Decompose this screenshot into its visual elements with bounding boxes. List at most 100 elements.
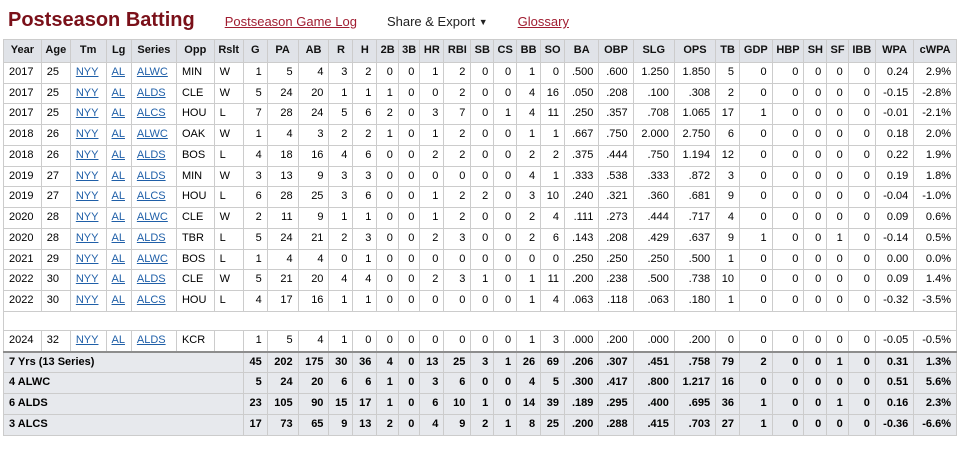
cell-rbi: 0	[443, 329, 472, 353]
cell-sb: 0	[470, 124, 495, 146]
league-link[interactable]: AL	[111, 148, 125, 161]
share-export-menu[interactable]: Share & Export ▼	[387, 14, 488, 29]
totals-cell-r: 30	[328, 350, 354, 374]
series-link[interactable]: ALCS	[136, 294, 166, 306]
team-link[interactable]: NYY	[75, 190, 99, 203]
league-link[interactable]: AL	[111, 86, 125, 99]
team-link[interactable]: NYY	[75, 148, 99, 161]
series-link[interactable]: ALWC	[136, 211, 168, 223]
cell-tm: NYY	[69, 248, 107, 271]
column-header-ba[interactable]: BA	[564, 39, 600, 63]
cell-rbi: 3	[443, 227, 472, 250]
column-header-ibb[interactable]: IBB	[847, 39, 876, 63]
cell-obp: .208	[598, 227, 634, 250]
series-link[interactable]: ALCS	[136, 190, 166, 203]
series-link[interactable]: ALWC	[136, 252, 168, 265]
column-header-slg[interactable]: SLG	[632, 39, 675, 63]
column-header-3b[interactable]: 3B	[397, 39, 421, 63]
column-header-wpa[interactable]: WPA	[874, 39, 915, 63]
column-header-series[interactable]: Series	[130, 39, 177, 63]
column-header-rbi[interactable]: RBI	[443, 39, 472, 63]
cell-2b: 0	[376, 144, 399, 167]
cell-pa: 4	[266, 124, 299, 146]
totals-cell-ab: 20	[297, 372, 330, 394]
column-header-hr[interactable]: HR	[419, 39, 445, 63]
league-link[interactable]: AL	[111, 107, 125, 120]
totals-cell-gdp: 2	[739, 350, 773, 374]
cell-3b: 0	[397, 207, 421, 229]
column-header-rslt[interactable]: Rslt	[213, 39, 244, 63]
column-header-g[interactable]: G	[242, 39, 268, 63]
series-link[interactable]: ALWC	[136, 128, 168, 140]
team-link[interactable]: NYY	[75, 128, 99, 140]
column-header-age[interactable]: Age	[40, 39, 71, 63]
column-header-hbp[interactable]: HBP	[771, 39, 805, 63]
column-header-sb[interactable]: SB	[470, 39, 495, 63]
cell-g: 5	[242, 269, 268, 291]
cell-sf: 0	[826, 186, 849, 208]
series-link[interactable]: ALDS	[136, 86, 166, 99]
glossary-link[interactable]: Glossary	[517, 14, 569, 29]
cell-rbi: 2	[443, 186, 472, 208]
league-link[interactable]: AL	[111, 211, 125, 223]
column-header-ab[interactable]: AB	[297, 39, 330, 63]
cell-cwpa: 0.5%	[913, 227, 957, 250]
team-link[interactable]: NYY	[75, 65, 99, 78]
column-header-obp[interactable]: OBP	[598, 39, 634, 63]
column-header-year[interactable]: Year	[3, 39, 42, 63]
league-link[interactable]: AL	[111, 190, 125, 203]
league-link[interactable]: AL	[111, 273, 125, 286]
postseason-game-log-link[interactable]: Postseason Game Log	[224, 14, 357, 29]
series-link[interactable]: ALWC	[136, 65, 168, 78]
series-link[interactable]: ALDS	[136, 231, 166, 244]
column-header-sf[interactable]: SF	[826, 39, 849, 63]
league-link[interactable]: AL	[111, 333, 125, 346]
league-link[interactable]: AL	[111, 128, 125, 140]
column-header-h[interactable]: H	[352, 39, 378, 63]
column-header-cs[interactable]: CS	[493, 39, 518, 63]
column-header-tb[interactable]: TB	[715, 39, 741, 63]
league-link[interactable]: AL	[111, 65, 125, 78]
cell-pa: 11	[266, 207, 299, 229]
team-link[interactable]: NYY	[75, 294, 99, 306]
team-link[interactable]: NYY	[75, 86, 99, 99]
team-link[interactable]: NYY	[75, 252, 99, 265]
column-header-opp[interactable]: Opp	[175, 39, 215, 63]
cell-ba: .111	[564, 207, 600, 229]
league-link[interactable]: AL	[111, 169, 125, 182]
cell-age: 25	[40, 103, 71, 125]
column-header-pa[interactable]: PA	[266, 39, 299, 63]
team-link[interactable]: NYY	[75, 211, 99, 223]
cell-wpa: -0.32	[874, 290, 915, 312]
league-link[interactable]: AL	[111, 231, 125, 244]
team-link[interactable]: NYY	[75, 169, 99, 182]
cell-hr: 0	[419, 82, 445, 105]
cell-cs: 0	[493, 329, 518, 353]
column-header-so[interactable]: SO	[540, 39, 566, 63]
column-header-2b[interactable]: 2B	[376, 39, 399, 63]
league-link[interactable]: AL	[111, 252, 125, 265]
column-header-r[interactable]: R	[328, 39, 354, 63]
column-header-ops[interactable]: OPS	[673, 39, 717, 63]
series-link[interactable]: ALDS	[136, 148, 166, 161]
cell-year: 2020	[3, 207, 42, 229]
series-link[interactable]: ALCS	[136, 107, 166, 120]
series-link[interactable]: ALDS	[136, 273, 166, 286]
cell-hbp: 0	[771, 269, 805, 291]
league-link[interactable]: AL	[111, 294, 125, 306]
column-header-bb[interactable]: BB	[516, 39, 542, 63]
team-link[interactable]: NYY	[75, 333, 99, 346]
series-link[interactable]: ALDS	[136, 333, 166, 346]
cell-year: 2018	[3, 124, 42, 146]
column-header-sh[interactable]: SH	[803, 39, 828, 63]
series-link[interactable]: ALDS	[136, 169, 166, 182]
column-header-cwpa[interactable]: cWPA	[913, 39, 957, 63]
column-header-tm[interactable]: Tm	[69, 39, 107, 63]
team-link[interactable]: NYY	[75, 107, 99, 120]
column-header-gdp[interactable]: GDP	[739, 39, 773, 63]
cell-g: 2	[242, 207, 268, 229]
team-link[interactable]: NYY	[75, 273, 99, 286]
team-link[interactable]: NYY	[75, 231, 99, 244]
cell-ba: .050	[564, 82, 600, 105]
column-header-lg[interactable]: Lg	[105, 39, 132, 63]
